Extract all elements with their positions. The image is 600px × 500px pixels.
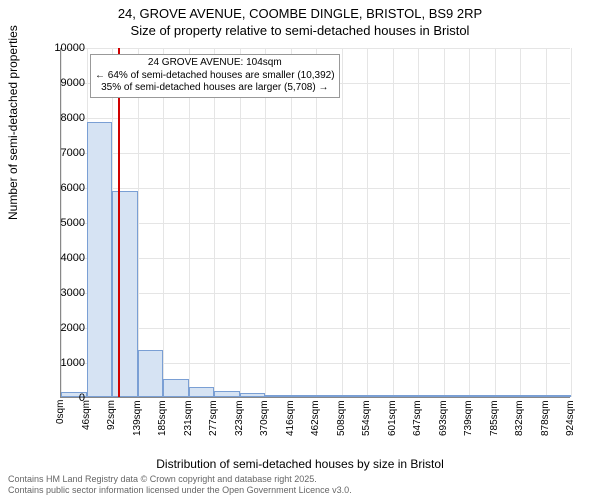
y-tick-label: 7000 [45, 147, 85, 159]
x-tick-label: 832sqm [514, 400, 525, 460]
x-tick-label: 370sqm [259, 400, 270, 460]
y-tick-label: 5000 [45, 217, 85, 229]
y-tick-label: 3000 [45, 287, 85, 299]
plot-area [60, 48, 570, 398]
histogram-bar [342, 395, 368, 397]
histogram-bar [495, 395, 521, 397]
reference-marker-line [118, 48, 120, 397]
gridline-v [393, 48, 394, 397]
y-tick-label: 1000 [45, 357, 85, 369]
x-tick-label: 185sqm [157, 400, 168, 460]
histogram-bar [393, 395, 419, 397]
x-tick-label: 323sqm [234, 400, 245, 460]
gridline-v [138, 48, 139, 397]
x-tick-label: 878sqm [540, 400, 551, 460]
annotation-line-2: ← 64% of semi-detached houses are smalle… [95, 70, 335, 83]
title-line-1: 24, GROVE AVENUE, COOMBE DINGLE, BRISTOL… [118, 6, 482, 21]
x-tick-label: 416sqm [285, 400, 296, 460]
footer-attribution: Contains HM Land Registry data © Crown c… [8, 474, 352, 497]
gridline-v [163, 48, 164, 397]
chart-title: 24, GROVE AVENUE, COOMBE DINGLE, BRISTOL… [0, 0, 600, 40]
histogram-bar [444, 395, 470, 397]
gridline-v [291, 48, 292, 397]
histogram-bar [265, 395, 291, 397]
x-tick-label: 693sqm [438, 400, 449, 460]
annotation-box: 24 GROVE AVENUE: 104sqm ← 64% of semi-de… [90, 54, 340, 98]
gridline-v [214, 48, 215, 397]
y-tick-label: 10000 [45, 42, 85, 54]
chart-container: 24, GROVE AVENUE, COOMBE DINGLE, BRISTOL… [0, 0, 600, 500]
x-tick-label: 508sqm [336, 400, 347, 460]
gridline-v [240, 48, 241, 397]
gridline-v [265, 48, 266, 397]
gridline-v [418, 48, 419, 397]
gridline-v [444, 48, 445, 397]
title-line-2: Size of property relative to semi-detach… [131, 23, 470, 38]
y-tick-label: 2000 [45, 322, 85, 334]
gridline-v [342, 48, 343, 397]
histogram-bar [546, 395, 572, 397]
annotation-line-3: 35% of semi-detached houses are larger (… [95, 82, 335, 95]
x-tick-label: 92sqm [106, 400, 117, 460]
x-tick-label: 601sqm [387, 400, 398, 460]
annotation-line-1: 24 GROVE AVENUE: 104sqm [95, 57, 335, 70]
x-tick-label: 46sqm [81, 400, 92, 460]
histogram-bar [316, 395, 342, 397]
histogram-bar [520, 395, 546, 397]
x-axis-label: Distribution of semi-detached houses by … [0, 457, 600, 471]
y-axis-label: Number of semi-detached properties [6, 25, 20, 220]
x-tick-label: 647sqm [412, 400, 423, 460]
chart-area: 24 GROVE AVENUE: 104sqm ← 64% of semi-de… [60, 48, 570, 398]
gridline-v [546, 48, 547, 397]
y-tick-label: 6000 [45, 182, 85, 194]
histogram-bar [112, 191, 138, 398]
y-tick-label: 8000 [45, 112, 85, 124]
histogram-bar [418, 395, 444, 397]
gridline-v [495, 48, 496, 397]
histogram-bar [214, 391, 240, 397]
x-tick-label: 277sqm [208, 400, 219, 460]
footer-line-2: Contains public sector information licen… [8, 485, 352, 495]
x-tick-label: 924sqm [565, 400, 576, 460]
gridline-v [571, 48, 572, 397]
histogram-bar [469, 395, 495, 397]
x-tick-label: 0sqm [55, 400, 66, 460]
histogram-bar [189, 387, 215, 398]
x-tick-label: 139sqm [132, 400, 143, 460]
gridline-v [316, 48, 317, 397]
histogram-bar [291, 395, 317, 397]
histogram-bar [87, 122, 113, 397]
histogram-bar [163, 379, 189, 397]
histogram-bar [240, 393, 266, 397]
y-tick-label: 4000 [45, 252, 85, 264]
gridline-v [520, 48, 521, 397]
x-tick-label: 785sqm [489, 400, 500, 460]
y-tick-label: 9000 [45, 77, 85, 89]
x-tick-label: 462sqm [310, 400, 321, 460]
gridline-v [189, 48, 190, 397]
x-tick-label: 231sqm [183, 400, 194, 460]
footer-line-1: Contains HM Land Registry data © Crown c… [8, 474, 317, 484]
gridline-v [469, 48, 470, 397]
gridline-v [367, 48, 368, 397]
x-tick-label: 739sqm [463, 400, 474, 460]
histogram-bar [367, 395, 393, 397]
histogram-bar [138, 350, 164, 397]
x-tick-label: 554sqm [361, 400, 372, 460]
